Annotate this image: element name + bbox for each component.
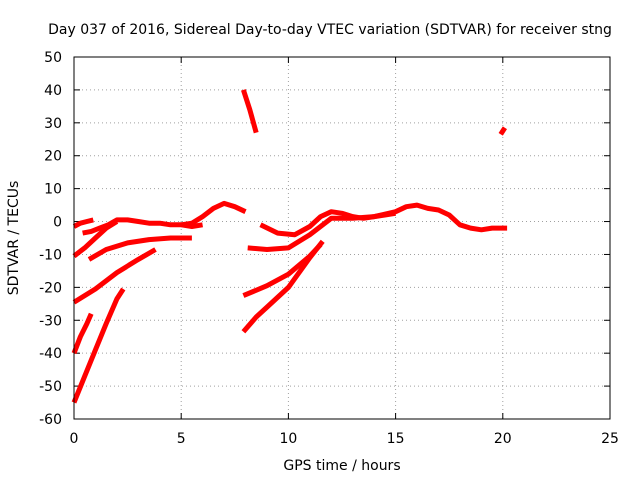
series-arc-4 [87,235,192,262]
y-tick-label: 10 [44,182,62,198]
y-tick-label: 50 [44,50,62,66]
x-tick-label: 15 [387,431,405,447]
y-tick-label: -10 [39,247,62,263]
y-tick-label: -50 [39,379,62,395]
y-axis-label: SDTVAR / TECUs [6,181,22,296]
data-series [71,89,508,404]
y-tick-label: 0 [53,215,62,231]
series-arc-8 [180,200,247,228]
y-tick-label: 20 [44,149,62,165]
series-arc-14 [498,126,507,136]
x-tick-label: 10 [279,431,297,447]
y-tick-label: -20 [39,280,62,296]
y-tick-label: -30 [39,313,62,329]
grid [74,57,610,419]
x-tick-label: 25 [601,431,619,447]
series-arc-6 [71,312,94,355]
plot-frame [73,56,611,420]
series-arc-1 [72,217,94,229]
x-tick-label: 5 [177,431,186,447]
x-axis-label: GPS time / hours [283,458,400,474]
series-arc-9 [241,89,259,134]
y-tick-label: 30 [44,116,62,132]
x-tick-label: 0 [70,431,79,447]
y-tick-label: 40 [44,83,62,99]
series-arc-12 [242,242,323,298]
series-arc-7 [71,287,126,404]
series-arc-11 [259,209,396,238]
chart-title: Day 037 of 2016, Sidereal Day-to-day VTE… [48,22,612,38]
series-arc-13 [241,239,325,334]
series-arc-3 [72,219,119,259]
y-tick-label: -60 [39,412,62,428]
series-arc-5 [72,247,157,305]
tick-labels: 0 5 10 15 20 25 50 40 30 20 10 0 -10 -20 -30 -40 -50 -60 [39,50,619,447]
y-tick-label: -40 [39,346,62,362]
x-tick-label: 20 [494,431,512,447]
series-arc-10 [247,202,508,252]
